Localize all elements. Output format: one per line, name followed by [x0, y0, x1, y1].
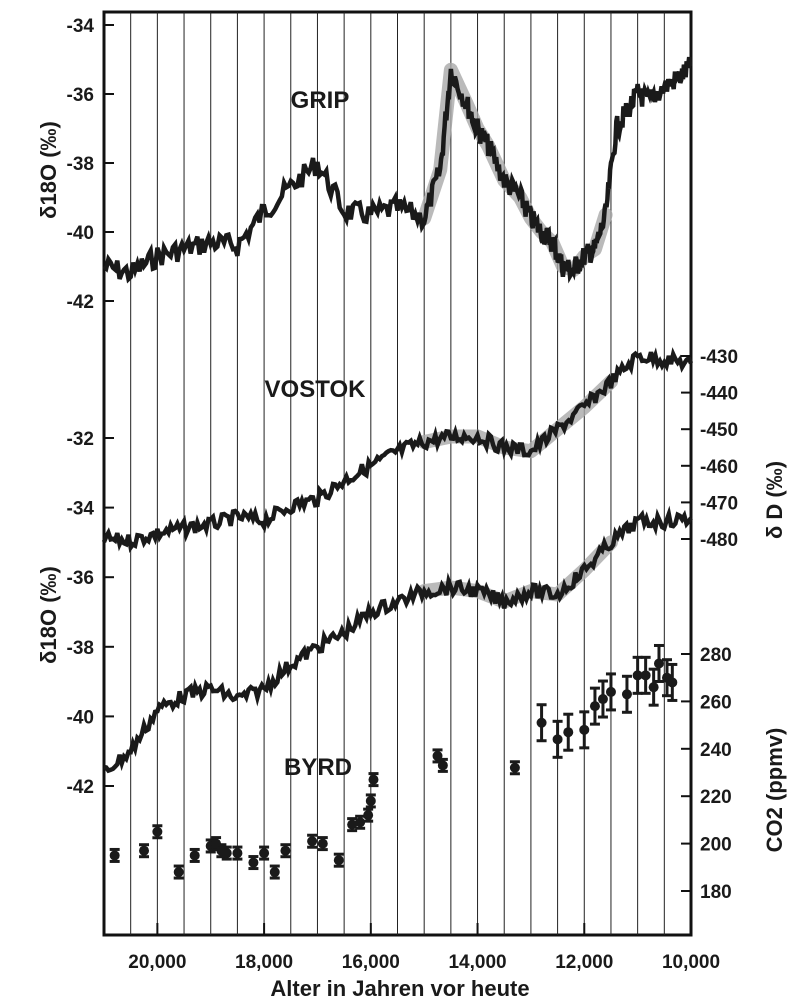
series-byrd: [103, 505, 693, 774]
vertical-grid: [130, 12, 665, 935]
co2-point: [589, 701, 600, 712]
band-grip: [417, 62, 613, 277]
co2-point: [437, 760, 448, 771]
x-axis-title: Alter in Jahren vor heute: [270, 976, 529, 1001]
grip-tick-label: -42: [67, 292, 94, 313]
co2-point: [347, 819, 358, 830]
co2-tick-label: 260: [700, 692, 732, 713]
co2-point: [317, 838, 328, 849]
grip-tick-label: -34: [67, 16, 95, 37]
x-tick-label: 14,000: [448, 952, 506, 973]
grip-tick-label: -36: [67, 85, 94, 106]
series-label-grip: GRIP: [291, 87, 350, 114]
x-tick-label: 20,000: [128, 952, 186, 973]
co2-point: [280, 845, 291, 856]
dd-tick-label: -450: [700, 420, 738, 441]
series-label-byrd: BYRD: [284, 754, 352, 781]
co2-point: [563, 727, 574, 738]
co2-point: [597, 694, 608, 705]
co2-point: [667, 677, 678, 688]
left-axis-title-lower: δ18O (‰): [36, 566, 61, 664]
grip-tick-label: -38: [67, 154, 94, 175]
co2-point: [355, 817, 366, 828]
co2-point: [605, 686, 616, 697]
d18o-tick-label: -38: [67, 638, 94, 659]
dd-tick-label: -440: [700, 384, 738, 405]
co2-tick-label: 220: [700, 787, 732, 808]
d18o-tick-label: -40: [67, 707, 94, 728]
grip-tick-label: -40: [67, 223, 94, 244]
co2-point: [365, 795, 376, 806]
co2-point: [221, 848, 232, 859]
series-grip: [102, 56, 693, 284]
co2-point: [552, 734, 563, 745]
co2-point: [509, 762, 520, 773]
co2-point: [536, 717, 547, 728]
x-tick-label: 16,000: [342, 952, 400, 973]
d18o-tick-label: -32: [67, 429, 94, 450]
co2-point: [621, 689, 632, 700]
x-tick-label: 10,000: [662, 952, 720, 973]
series-group: [101, 56, 694, 880]
co2-point: [232, 848, 243, 859]
co2-tick-label: 200: [700, 835, 732, 856]
co2-point: [189, 850, 200, 861]
right-axis-title-lower: CO2 (ppmv): [762, 728, 787, 853]
d18o-tick-label: -34: [67, 499, 95, 520]
co2-point: [632, 670, 643, 681]
d18o-tick-label: -42: [67, 777, 94, 798]
co2-point: [173, 867, 184, 878]
dd-tick-label: -470: [700, 493, 738, 514]
highlight-band: [417, 62, 618, 609]
co2-point: [648, 682, 659, 693]
x-tick-label: 12,000: [555, 952, 613, 973]
co2-point: [248, 857, 259, 868]
co2-point: [640, 670, 651, 681]
co2-point: [363, 810, 374, 821]
co2-point: [109, 850, 120, 861]
dd-tick-label: -430: [700, 347, 738, 368]
x-tick-label: 18,000: [235, 952, 293, 973]
co2-point: [579, 724, 590, 735]
co2-point: [269, 867, 280, 878]
co2-point: [259, 848, 270, 859]
co2-tick-label: 280: [700, 645, 732, 666]
co2-point: [307, 836, 318, 847]
dd-tick-label: -480: [700, 530, 738, 551]
co2-tick-label: 180: [700, 882, 732, 903]
co2-point: [139, 845, 150, 856]
dd-tick-label: -460: [700, 457, 738, 478]
right-axis-title-upper: δ D (‰): [762, 461, 787, 539]
series-vostok: [101, 347, 694, 553]
co2-point: [368, 774, 379, 785]
series-label-vostok: VOSTOK: [265, 376, 367, 403]
co2-point: [333, 855, 344, 866]
co2-point: [653, 658, 664, 669]
tick-group: 20,000 18,000 16,000 14,000 12,000 10,000 -34 -…: [67, 16, 739, 973]
d18o-tick-label: -36: [67, 568, 94, 589]
co2-tick-label: 240: [700, 740, 732, 761]
left-axis-title-upper: δ18O (‰): [36, 121, 61, 219]
co2-point: [152, 826, 163, 837]
